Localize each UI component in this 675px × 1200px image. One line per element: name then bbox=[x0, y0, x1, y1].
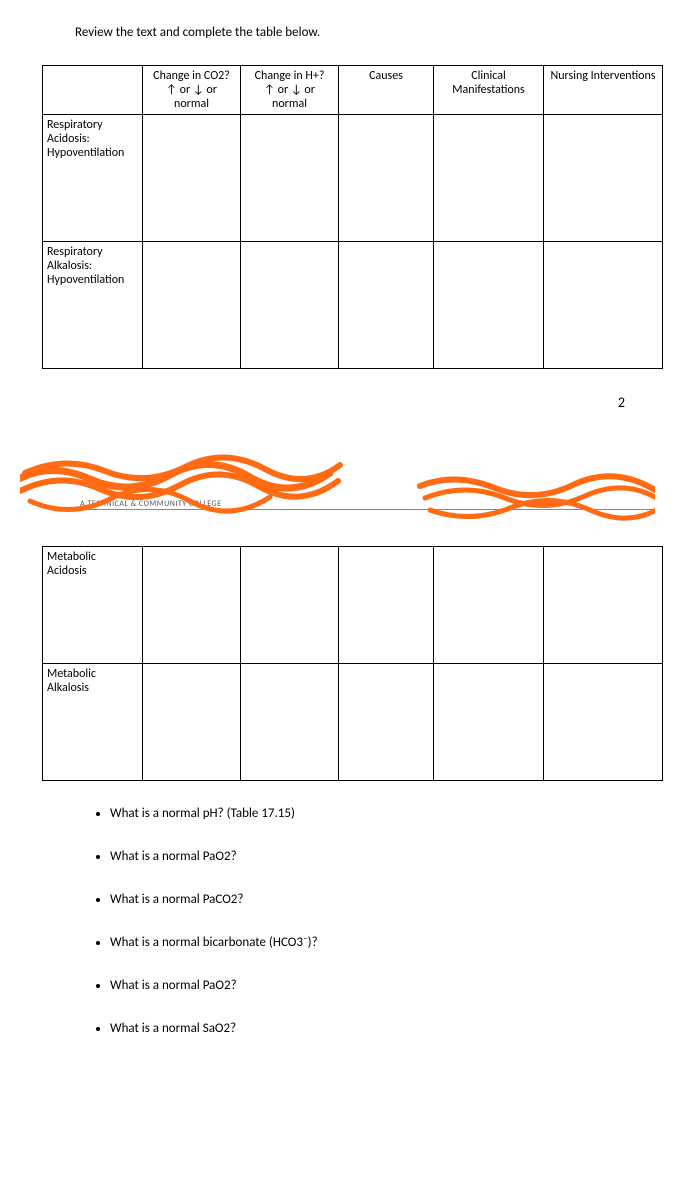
header-nursing: Nursing Interventions bbox=[544, 66, 663, 115]
cell bbox=[241, 547, 339, 664]
redaction-scribble-left bbox=[20, 431, 350, 531]
table-row: Respiratory Alkalosis: Hypoventilation bbox=[43, 242, 663, 369]
cell bbox=[434, 547, 544, 664]
row-label-met-alkalosis: Metabolic Alkalosis bbox=[43, 664, 143, 781]
table-row: Metabolic Acidosis bbox=[43, 547, 663, 664]
cell bbox=[434, 242, 544, 369]
list-item: What is a normal PaO2? bbox=[110, 978, 655, 993]
header-causes: Causes bbox=[339, 66, 434, 115]
table-row: Metabolic Alkalosis bbox=[43, 664, 663, 781]
institution-label: A TECHNICAL & COMMUNITY COLLEGE bbox=[80, 499, 221, 509]
questions-list: What is a normal pH? (Table 17.15) What … bbox=[110, 806, 655, 1036]
table-header-row: Change in CO2? ↑ or ↓ or normal Change i… bbox=[43, 66, 663, 115]
cell bbox=[544, 115, 663, 242]
cell bbox=[143, 664, 241, 781]
table-row: Respiratory Acidosis: Hypoventilation bbox=[43, 115, 663, 242]
cell bbox=[143, 547, 241, 664]
cell bbox=[434, 115, 544, 242]
page-divider: A TECHNICAL & COMMUNITY COLLEGE bbox=[20, 431, 655, 531]
cell bbox=[143, 242, 241, 369]
acid-base-table-1: Change in CO2? ↑ or ↓ or normal Change i… bbox=[42, 65, 663, 369]
row-label-resp-alkalosis: Respiratory Alkalosis: Hypoventilation bbox=[43, 242, 143, 369]
cell bbox=[339, 115, 434, 242]
list-item: What is a normal SaO2? bbox=[110, 1021, 655, 1036]
list-item: What is a normal pH? (Table 17.15) bbox=[110, 806, 655, 821]
page-number: 2 bbox=[20, 394, 625, 411]
list-item: What is a normal PaCO2? bbox=[110, 892, 655, 907]
cell bbox=[143, 115, 241, 242]
header-blank bbox=[43, 66, 143, 115]
list-item: What is a normal bicarbonate (HCO3⁻)? bbox=[110, 935, 655, 950]
cell bbox=[544, 547, 663, 664]
instruction-text: Review the text and complete the table b… bbox=[75, 25, 655, 40]
cell bbox=[241, 664, 339, 781]
list-item: What is a normal PaO2? bbox=[110, 849, 655, 864]
cell bbox=[544, 242, 663, 369]
acid-base-table-2: Metabolic Acidosis Metabolic Alkalosis bbox=[42, 546, 663, 781]
redaction-scribble-right bbox=[415, 466, 655, 531]
cell bbox=[241, 242, 339, 369]
cell bbox=[241, 115, 339, 242]
row-label-met-acidosis: Metabolic Acidosis bbox=[43, 547, 143, 664]
cell bbox=[339, 242, 434, 369]
header-clinical: Clinical Manifestations bbox=[434, 66, 544, 115]
cell bbox=[339, 547, 434, 664]
cell bbox=[339, 664, 434, 781]
header-h: Change in H+? ↑ or ↓ or normal bbox=[241, 66, 339, 115]
header-co2: Change in CO2? ↑ or ↓ or normal bbox=[143, 66, 241, 115]
cell bbox=[544, 664, 663, 781]
row-label-resp-acidosis: Respiratory Acidosis: Hypoventilation bbox=[43, 115, 143, 242]
cell bbox=[434, 664, 544, 781]
divider-line bbox=[50, 509, 655, 510]
